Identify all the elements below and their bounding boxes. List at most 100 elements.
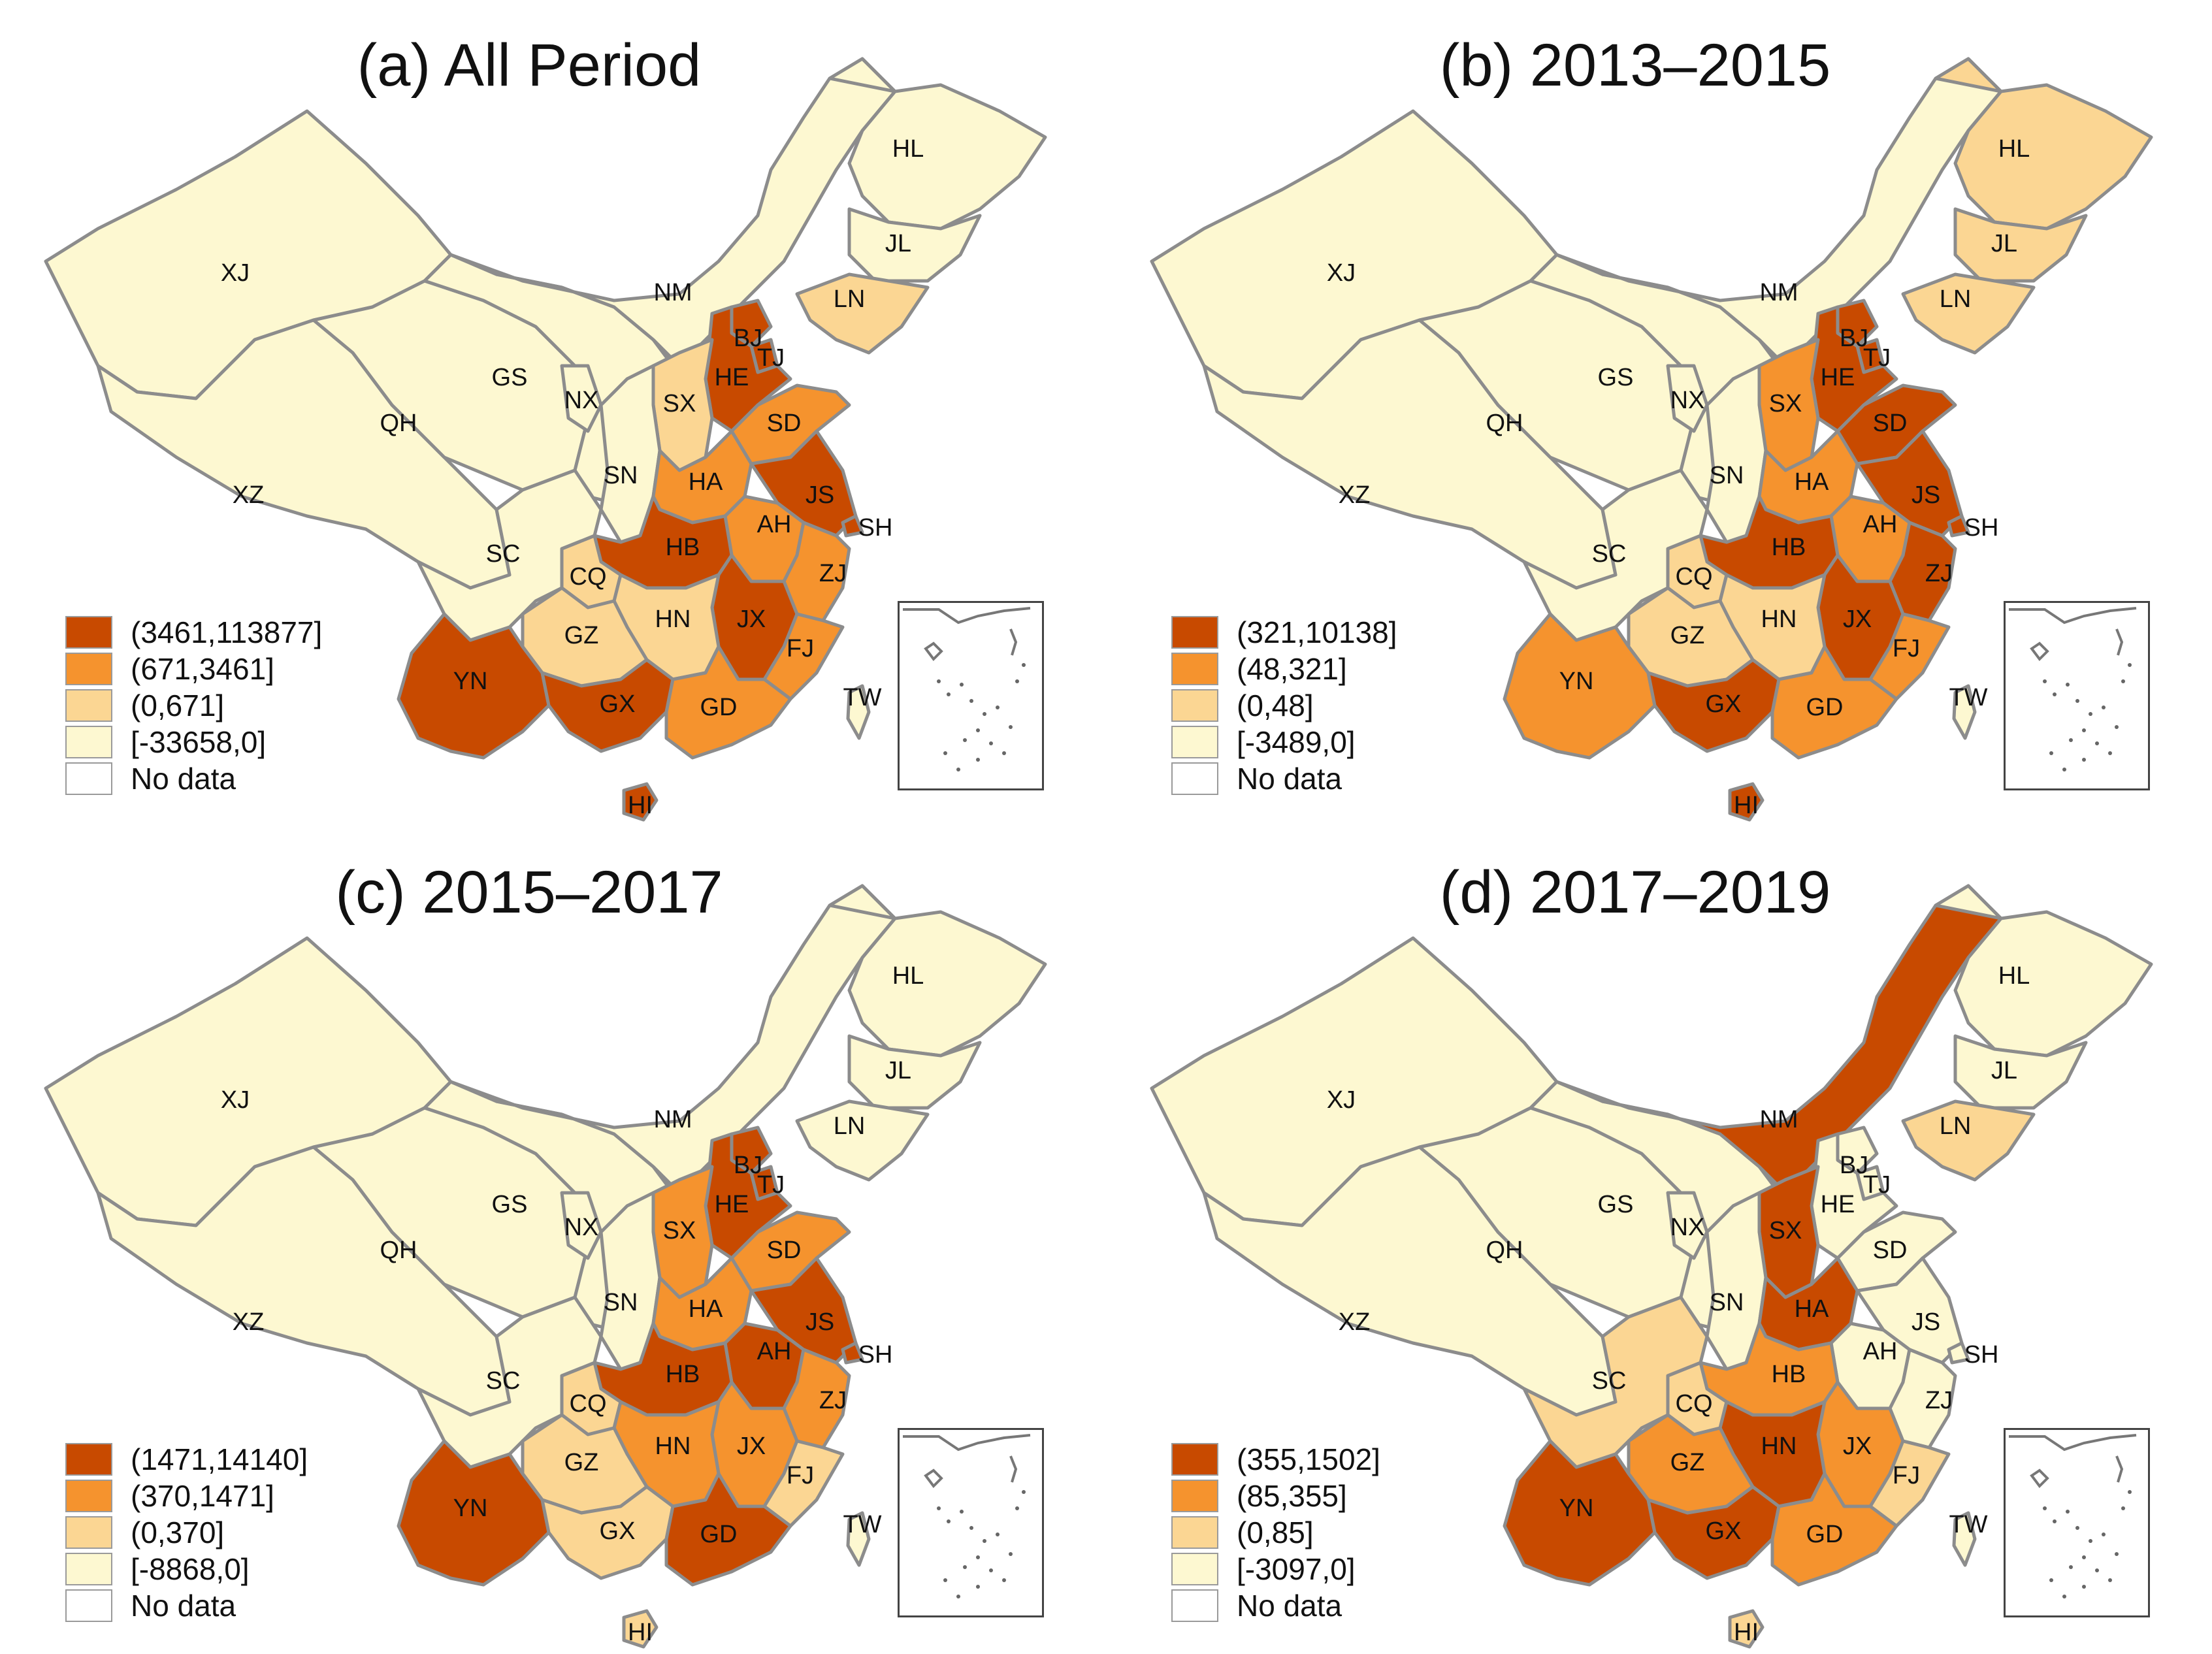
province-hi (622, 1609, 659, 1649)
province-label-js: JS (1911, 1308, 1940, 1336)
panel-title: (d) 2017–2019 (1439, 859, 1831, 926)
province-label-hl: HL (1998, 962, 2030, 990)
province-label-zj: ZJ (819, 560, 847, 587)
legend-item: [-3489,0] (1171, 724, 1397, 760)
legend-swatch (65, 762, 112, 795)
province-label-gz: GZ (1670, 1449, 1705, 1476)
province-label-ln: LN (1940, 285, 1972, 313)
legend-item: [-8868,0] (65, 1551, 308, 1587)
province-label-hb: HB (666, 534, 700, 561)
province-label-fj: FJ (1893, 1462, 1920, 1489)
province-tw (1952, 1511, 1977, 1567)
province-label-gx: GX (600, 690, 636, 718)
province-ln (795, 272, 930, 355)
province-gd (1770, 1472, 1898, 1587)
province-label-hi: HI (628, 792, 653, 819)
panel-title: (b) 2013–2015 (1439, 32, 1831, 99)
province-ln (1901, 1099, 2036, 1182)
province-label-hn: HN (655, 606, 691, 633)
province-label-he: HE (715, 1191, 749, 1218)
legend-item: (1471,14140] (65, 1441, 308, 1478)
province-label-xj: XJ (1327, 259, 1356, 287)
province-label-gs: GS (492, 364, 528, 391)
province-label-ln: LN (834, 285, 866, 313)
province-label-bj: BJ (1840, 325, 1868, 352)
province-label-sn: SN (1710, 1289, 1744, 1316)
province-label-js: JS (805, 481, 834, 509)
legend-swatch (65, 1553, 112, 1585)
province-label-hl: HL (892, 962, 924, 990)
province-jl (847, 1034, 982, 1110)
province-yn (397, 1439, 551, 1587)
province-label-nx: NX (1670, 1214, 1705, 1241)
province-sh (841, 514, 864, 538)
legend-swatch (65, 689, 112, 722)
province-label-sx: SX (663, 1217, 696, 1244)
legend-item: No data (65, 760, 322, 797)
legend-label: (321,10138] (1237, 615, 1397, 649)
province-label-sh: SH (1964, 1341, 1999, 1369)
province-label-fj: FJ (787, 1462, 814, 1489)
province-label-cq: CQ (570, 563, 607, 591)
province-label-nm: NM (653, 1106, 692, 1133)
province-label-xz: XZ (233, 1308, 265, 1336)
legend-item: (0,370] (65, 1514, 308, 1551)
province-label-ah: AH (757, 511, 792, 538)
province-label-ah: AH (757, 1338, 792, 1365)
province-label-hi: HI (628, 1619, 653, 1646)
province-label-nm: NM (653, 279, 692, 306)
legend-item: (671,3461] (65, 651, 322, 687)
province-label-hl: HL (892, 135, 924, 163)
province-label-sn: SN (604, 462, 638, 489)
province-label-tw: TW (843, 1511, 881, 1538)
map-legend: (321,10138] (48,321] (0,48] [-3489,0] No dat… (1171, 614, 1397, 797)
province-hl (1934, 884, 2153, 1058)
province-label-yn: YN (1559, 668, 1594, 695)
map-legend: (3461,113877] (671,3461] (0,671] [-33658,0]… (65, 614, 322, 797)
province-label-hb: HB (1772, 1361, 1806, 1388)
map-legend: (355,1502] (85,355] (0,85] [-3097,0] No data (1171, 1441, 1380, 1624)
inset-map (903, 607, 1031, 771)
inset-map (2009, 1434, 2137, 1598)
legend-swatch (65, 1589, 112, 1622)
province-label-jl: JL (885, 230, 911, 257)
panel-title: (c) 2015–2017 (335, 859, 723, 926)
province-label-jl: JL (1991, 1057, 2017, 1084)
province-jl (1953, 1034, 2088, 1110)
legend-swatch (1171, 1589, 1218, 1622)
province-label-yn: YN (453, 668, 488, 695)
legend-swatch (65, 616, 112, 649)
province-label-zj: ZJ (819, 1387, 847, 1414)
province-label-hb: HB (1772, 534, 1806, 561)
province-nx (560, 1191, 603, 1260)
legend-label: (370,1471] (131, 1479, 274, 1513)
legend-label: (3461,113877] (131, 615, 323, 649)
legend-item: No data (65, 1587, 308, 1624)
province-label-jx: JX (737, 606, 766, 633)
province-label-sd: SD (1873, 410, 1908, 437)
legend-label: (0,370] (131, 1516, 225, 1549)
province-label-jx: JX (1843, 1433, 1872, 1460)
province-hi (1728, 782, 1765, 822)
province-label-xj: XJ (221, 259, 250, 287)
legend-swatch (1171, 689, 1218, 722)
province-tw (846, 1511, 871, 1567)
province-label-sc: SC (486, 1367, 521, 1395)
province-label-tj: TJ (757, 344, 785, 372)
province-label-jx: JX (737, 1433, 766, 1460)
province-label-sd: SD (767, 410, 802, 437)
legend-label: No data (1237, 1589, 1342, 1623)
province-label-fj: FJ (1893, 635, 1920, 662)
province-nx (1666, 364, 1709, 433)
province-label-tw: TW (1949, 1511, 1987, 1538)
south-china-sea-inset (2004, 1428, 2150, 1617)
province-yn (1503, 1439, 1657, 1587)
province-label-hi: HI (1734, 792, 1759, 819)
legend-label: (48,321] (1237, 652, 1347, 686)
legend-swatch (1171, 1516, 1218, 1549)
province-label-bj: BJ (1840, 1152, 1868, 1179)
legend-swatch (65, 1443, 112, 1476)
province-label-gz: GZ (564, 1449, 599, 1476)
legend-item: (0,48] (1171, 687, 1397, 724)
province-label-he: HE (715, 364, 749, 391)
